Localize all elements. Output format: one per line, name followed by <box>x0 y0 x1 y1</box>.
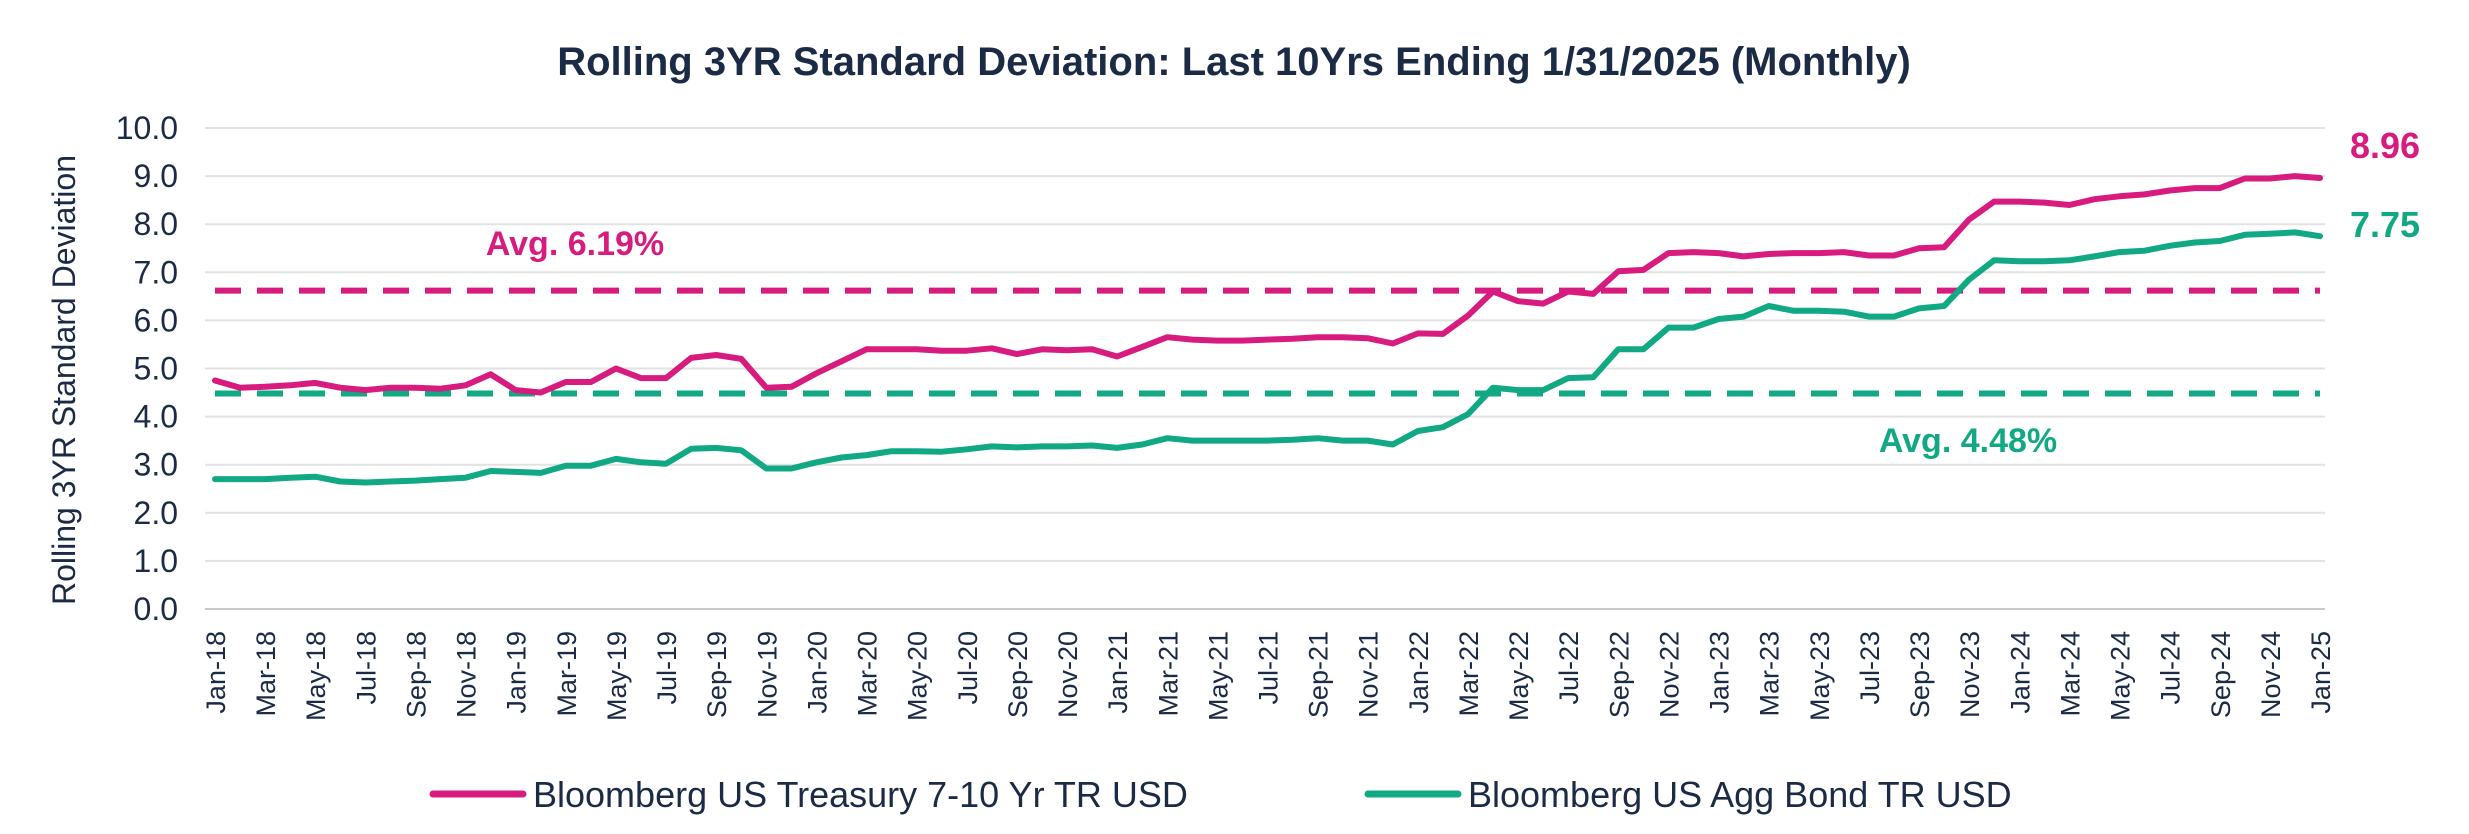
x-tick-label: Jul-19 <box>652 631 682 705</box>
x-tick-label: May-23 <box>1805 631 1835 721</box>
x-tick-label: Sep-21 <box>1304 631 1334 718</box>
x-tick-label: Sep-18 <box>401 631 431 718</box>
x-tick-label: Mar-23 <box>1755 631 1785 717</box>
x-tick-label: Mar-18 <box>251 631 281 717</box>
y-axis-label: Rolling 3YR Standard Deviation <box>46 155 82 605</box>
y-tick-label: 9.0 <box>134 158 178 194</box>
x-axis-ticks: Jan-18 Mar-18 May-18 Jul-18 Sep-18 Nov-18 Jan-… <box>201 631 2336 721</box>
x-tick-label: Mar-22 <box>1454 631 1484 717</box>
x-tick-label: May-18 <box>301 631 331 721</box>
y-tick-label: 3.0 <box>134 447 178 483</box>
x-tick-label: Sep-20 <box>1003 631 1033 718</box>
y-tick-label: 2.0 <box>134 495 178 531</box>
x-tick-label: Mar-20 <box>853 631 883 717</box>
legend: Bloomberg US Treasury 7-10 Yr TR USD Bloo… <box>429 774 2012 815</box>
x-tick-label: Sep-23 <box>1905 631 1935 718</box>
x-tick-label: Jul-18 <box>351 631 381 705</box>
end-value-label-0: 8.96 <box>2350 125 2420 166</box>
x-tick-label: Jul-21 <box>1254 631 1284 705</box>
y-tick-label: 10.0 <box>116 110 178 146</box>
x-tick-label: Nov-24 <box>2256 631 2286 718</box>
x-tick-label: Nov-19 <box>752 631 782 718</box>
x-tick-label: May-21 <box>1203 631 1233 721</box>
y-axis-ticks: 0.0 1.0 2.0 3.0 4.0 5.0 6.0 7.0 8.0 9.0 10.0 <box>116 110 178 627</box>
x-tick-label: Jul-23 <box>1855 631 1885 705</box>
y-tick-label: 5.0 <box>134 351 178 387</box>
y-tick-label: 7.0 <box>134 254 178 290</box>
x-tick-label: Jan-20 <box>802 631 832 714</box>
x-tick-label: Jul-22 <box>1554 631 1584 705</box>
x-tick-label: Jan-24 <box>2005 631 2035 714</box>
average-label-1: Avg. 4.48% <box>1879 422 2057 460</box>
average-label-0: Avg. 6.19% <box>486 225 664 263</box>
end-value-label-1: 7.75 <box>2350 204 2420 245</box>
x-tick-label: Nov-23 <box>1955 631 1985 718</box>
y-tick-label: 1.0 <box>134 543 178 579</box>
series-line-0 <box>212 173 2323 396</box>
x-tick-label: Sep-19 <box>702 631 732 718</box>
x-tick-label: May-20 <box>903 631 933 721</box>
series-lines <box>212 173 2323 486</box>
x-tick-label: Jan-23 <box>1705 631 1735 714</box>
x-tick-label: Nov-18 <box>452 631 482 718</box>
x-tick-label: Nov-22 <box>1654 631 1684 718</box>
x-tick-label: Jan-21 <box>1103 631 1133 714</box>
x-tick-label: May-22 <box>1504 631 1534 721</box>
legend-label-1: Bloomberg US Agg Bond TR USD <box>1468 774 2012 815</box>
x-tick-label: Jan-18 <box>201 631 231 714</box>
legend-label-0: Bloomberg US Treasury 7-10 Yr TR USD <box>533 774 1188 815</box>
x-tick-label: May-24 <box>2106 631 2136 721</box>
series-line-1 <box>212 229 2323 486</box>
x-tick-label: Mar-19 <box>552 631 582 717</box>
x-tick-label: Jan-25 <box>2306 631 2336 714</box>
x-tick-label: Sep-24 <box>2206 631 2236 718</box>
x-tick-label: Jan-19 <box>502 631 532 714</box>
x-tick-label: Nov-21 <box>1354 631 1384 718</box>
y-tick-label: 6.0 <box>134 302 178 338</box>
x-tick-label: Sep-22 <box>1604 631 1634 718</box>
y-tick-label: 8.0 <box>134 206 178 242</box>
x-tick-label: May-19 <box>602 631 632 721</box>
y-tick-label: 4.0 <box>134 399 178 435</box>
chart-title: Rolling 3YR Standard Deviation: Last 10Y… <box>557 40 1911 84</box>
x-tick-label: Jul-24 <box>2156 631 2186 705</box>
reference-lines <box>215 287 2320 397</box>
x-tick-label: Jan-22 <box>1404 631 1434 714</box>
gridlines <box>205 127 2325 610</box>
annotations: Avg. 6.19% Avg. 4.48% 8.96 7.75 <box>486 125 2420 460</box>
x-tick-label: Mar-21 <box>1153 631 1183 717</box>
y-tick-label: 0.0 <box>134 591 178 627</box>
x-tick-label: Nov-20 <box>1053 631 1083 718</box>
x-tick-label: Jul-20 <box>953 631 983 705</box>
x-tick-label: Mar-24 <box>2055 631 2085 717</box>
